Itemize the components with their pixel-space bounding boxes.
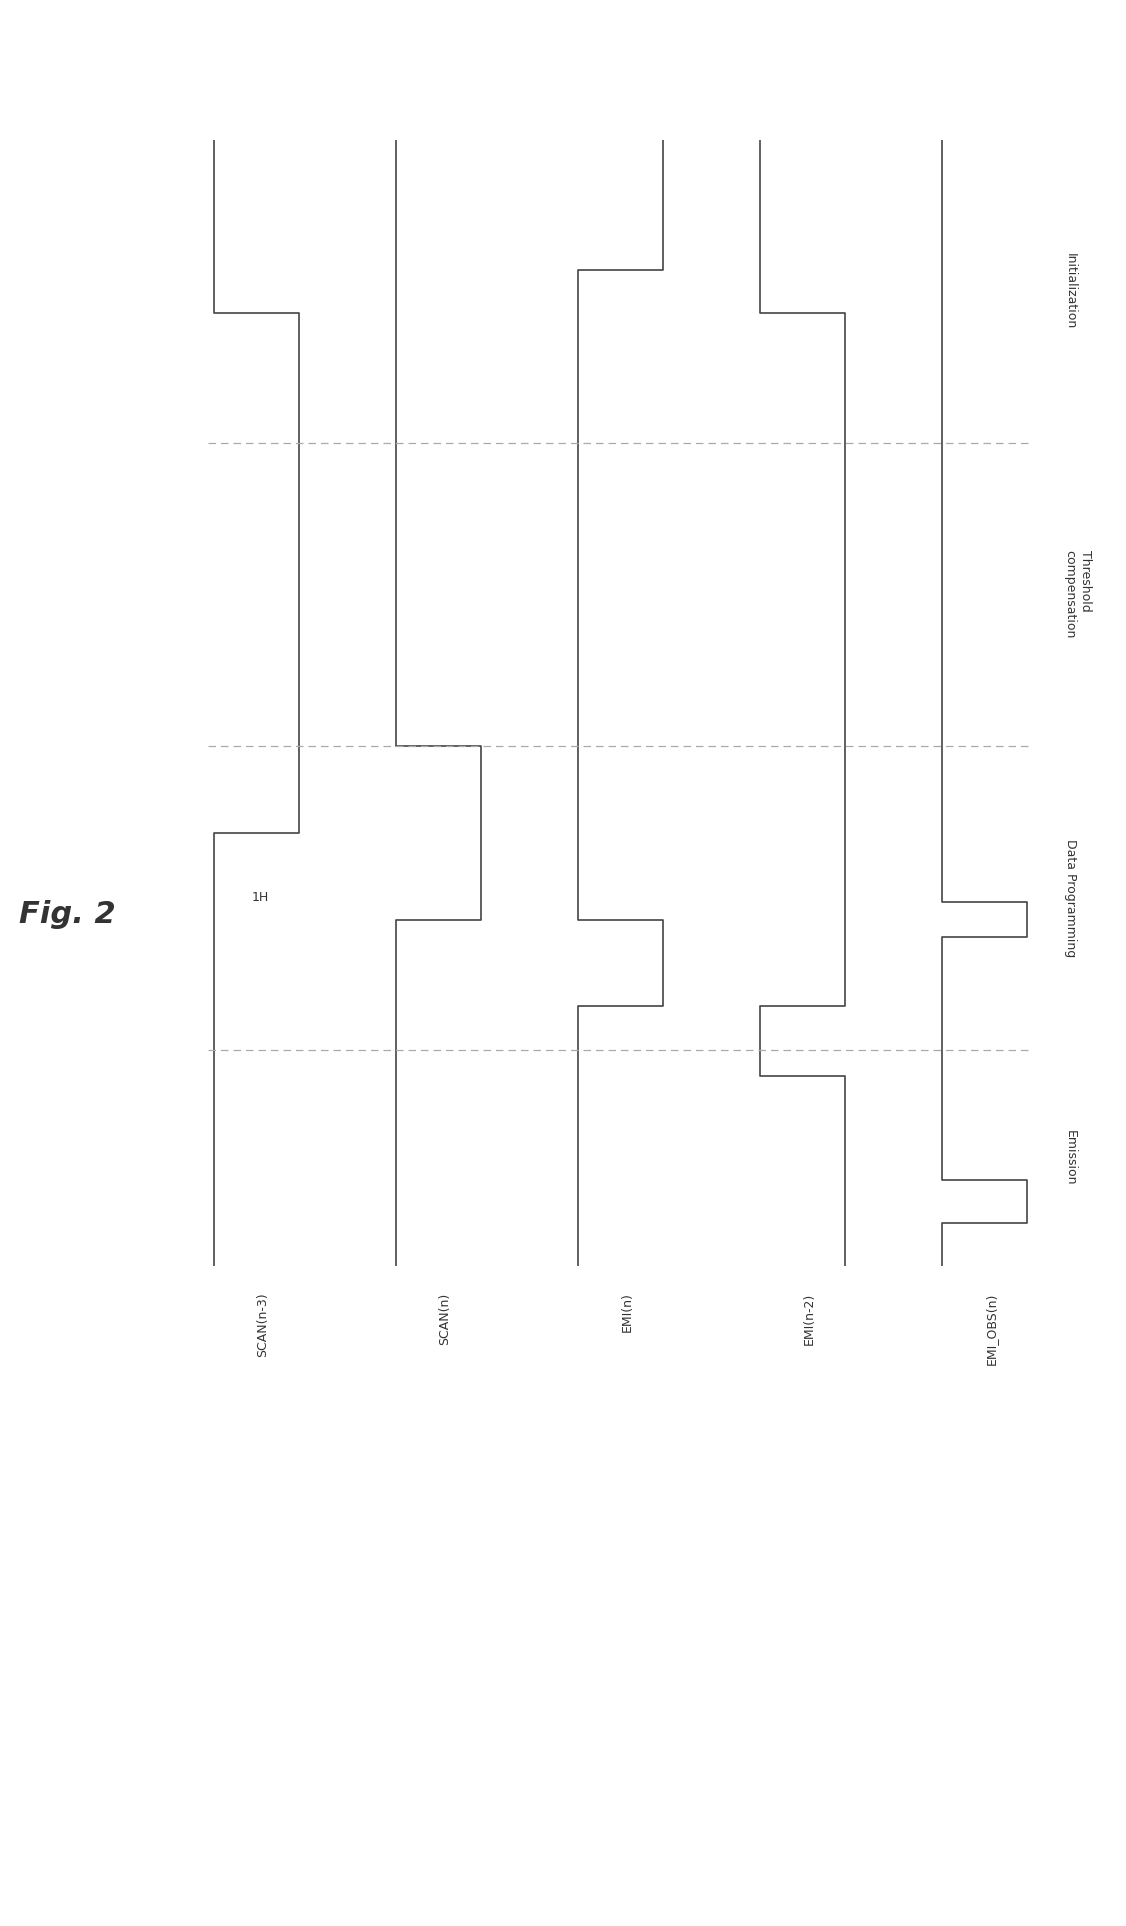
Text: EMI(n-2): EMI(n-2): [803, 1292, 815, 1344]
Text: 1H: 1H: [252, 892, 269, 905]
Text: SCAN(n): SCAN(n): [438, 1292, 452, 1344]
Text: Fig. 2: Fig. 2: [19, 899, 116, 930]
Text: EMI(n): EMI(n): [620, 1292, 634, 1333]
Text: Initialization: Initialization: [1064, 252, 1076, 329]
Text: SCAN(n-3): SCAN(n-3): [257, 1292, 269, 1358]
Text: Emission: Emission: [1064, 1131, 1076, 1186]
Text: Threshold
compensation: Threshold compensation: [1064, 551, 1091, 639]
Text: EMI_OBS(n): EMI_OBS(n): [985, 1292, 998, 1366]
Text: Data Programming: Data Programming: [1064, 840, 1076, 957]
